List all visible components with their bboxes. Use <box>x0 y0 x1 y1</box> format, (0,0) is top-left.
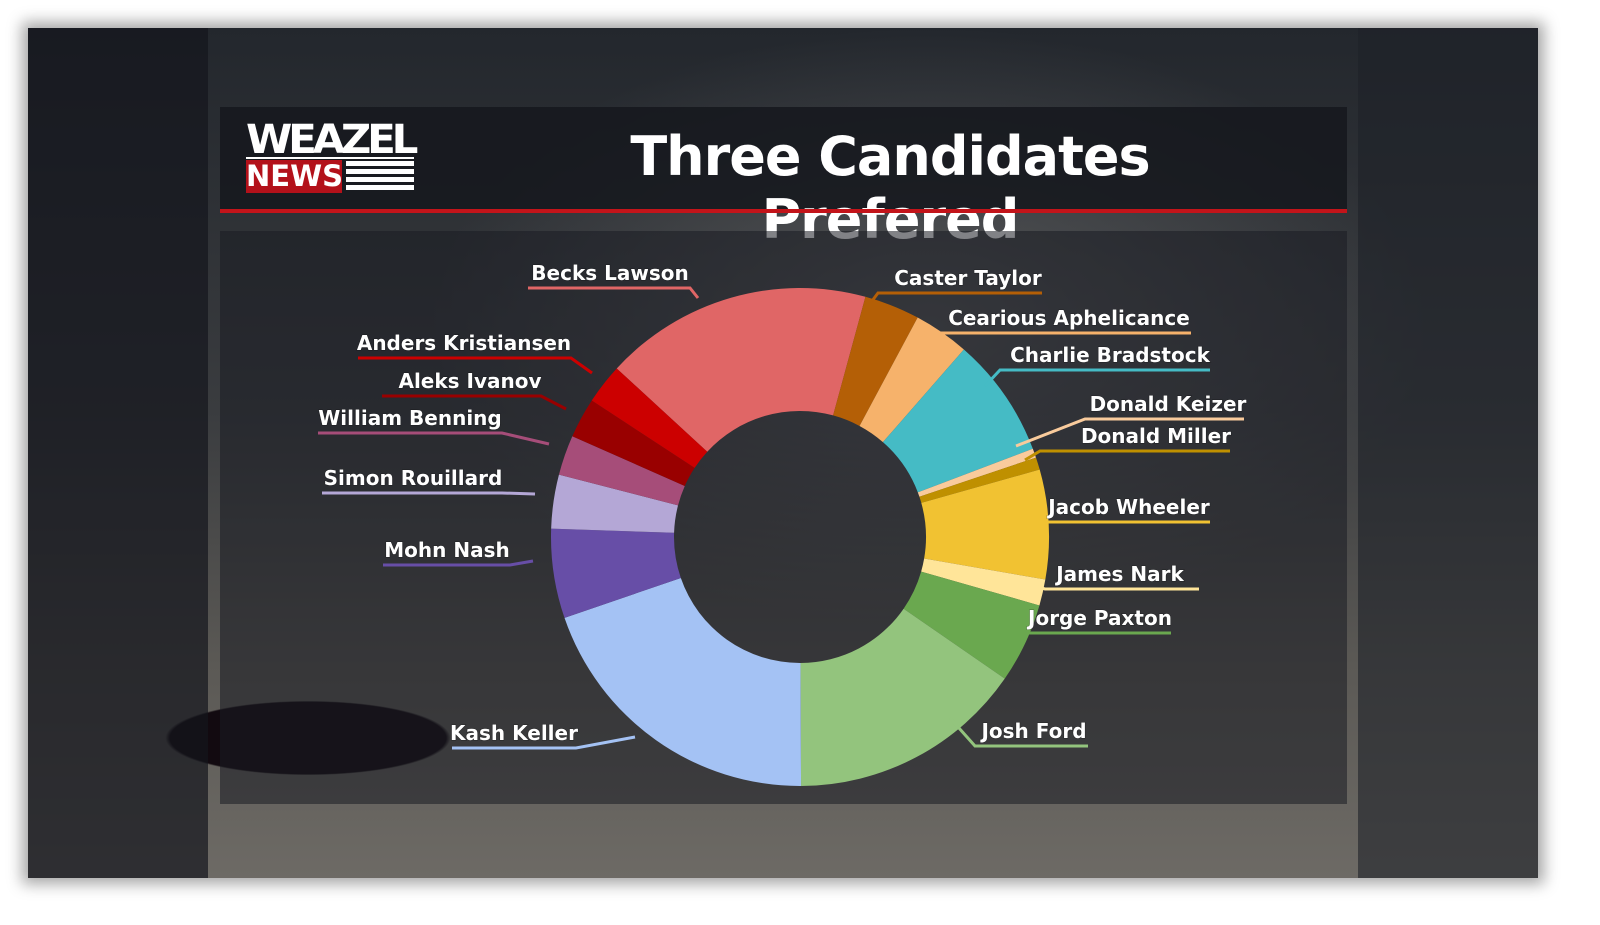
slice-anders-kristiansen <box>591 368 708 468</box>
logo-news: NEWS <box>246 159 343 193</box>
leader-line <box>1015 417 1244 448</box>
slice-label: Josh Ford <box>979 719 1086 743</box>
leader-line <box>870 291 1042 302</box>
leader-line <box>318 431 550 446</box>
slice-label: James Nark <box>1054 562 1184 586</box>
slice-label: Aleks Ivanov <box>398 369 541 393</box>
slice-charlie-bradstock <box>882 349 1033 493</box>
slice-label: Donald Miller <box>1081 424 1231 448</box>
leader-line <box>948 717 1088 748</box>
weazel-news-logo: WEAZEL NEWS <box>246 117 418 197</box>
slice-james-nark <box>921 558 1046 606</box>
logo-weazel: WEAZEL <box>246 117 418 163</box>
slice-caster-taylor <box>833 296 918 426</box>
leader-line <box>358 356 593 375</box>
slice-label: Simon Rouillard <box>324 466 503 490</box>
slice-jorge-paxton <box>903 571 1040 679</box>
leader-line <box>1024 449 1230 462</box>
slice-simon-rouillard <box>551 474 679 533</box>
slice-donald-keizer <box>917 448 1036 497</box>
leader-line <box>528 286 700 299</box>
slice-mohn-nash <box>551 528 681 618</box>
slice-label: Anders Kristiansen <box>357 331 571 355</box>
leader-line <box>452 735 636 750</box>
slice-label: William Benning <box>318 406 501 430</box>
slice-donald-miller <box>919 457 1040 503</box>
leader-line <box>1026 582 1199 591</box>
slice-kash-keller <box>564 577 802 786</box>
slice-label: Mohn Nash <box>384 538 509 562</box>
slice-label: Kash Keller <box>450 721 578 745</box>
slice-label: Donald Keizer <box>1090 392 1247 416</box>
slice-label: Becks Lawson <box>531 261 688 285</box>
slice-label: Jacob Wheeler <box>1046 495 1210 519</box>
leader-line <box>383 559 534 567</box>
slice-label: Jorge Paxton <box>1026 606 1172 630</box>
slice-cearious-aphelicance <box>859 317 964 443</box>
slice-label: Caster Taylor <box>894 266 1042 290</box>
leader-line <box>983 368 1210 388</box>
logo-stripes <box>346 161 414 193</box>
slice-josh-ford <box>800 608 1005 786</box>
header: WEAZEL NEWS Three Candidates Prefered <box>220 107 1347 251</box>
leader-line <box>322 491 536 496</box>
slice-label: Cearious Aphelicance <box>948 306 1190 330</box>
header-divider <box>220 209 1347 213</box>
slice-becks-lawson <box>616 288 866 452</box>
slice-aleks-ivanov <box>572 400 695 486</box>
slice-jacob-wheeler <box>921 469 1049 580</box>
slice-label: Charlie Bradstock <box>1010 343 1210 367</box>
leader-line <box>382 394 567 411</box>
slice-william-benning <box>558 436 685 506</box>
leader-line <box>917 331 1191 338</box>
